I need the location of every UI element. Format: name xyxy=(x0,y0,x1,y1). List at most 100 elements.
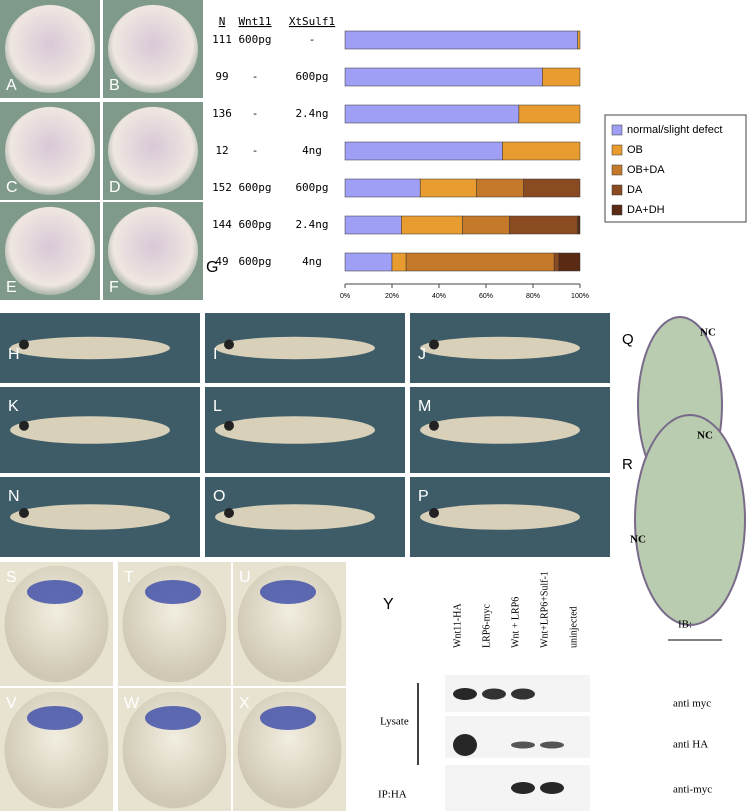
table-cell: 2.4ng xyxy=(295,218,328,231)
tadpole xyxy=(420,416,580,444)
bar-segment xyxy=(344,252,393,272)
band xyxy=(511,741,535,749)
x-tick-label: 40% xyxy=(432,293,446,300)
panel-label: O xyxy=(213,488,225,505)
bar-segment xyxy=(344,104,520,124)
bar-segment xyxy=(509,215,578,235)
embryo xyxy=(5,106,95,196)
legend-label: normal/slight defect xyxy=(627,124,722,136)
panel-label: X xyxy=(239,695,250,712)
bar-segment xyxy=(558,252,581,272)
band xyxy=(511,782,535,794)
table-cell: 4ng xyxy=(302,144,322,157)
bar-segment xyxy=(553,252,560,272)
bar-segment xyxy=(577,215,581,235)
panel-label: P xyxy=(418,488,429,505)
bar-segment xyxy=(577,30,581,50)
panel-label: T xyxy=(124,569,134,586)
panel-label: R xyxy=(622,456,633,473)
stain xyxy=(260,706,316,730)
legend xyxy=(604,114,747,223)
lane-label: LRP6-myc xyxy=(481,604,492,648)
embryo xyxy=(108,4,198,94)
x-tick-label: 100% xyxy=(571,293,589,300)
bar-segment xyxy=(405,252,555,272)
legend-swatch xyxy=(611,124,623,136)
table-cell: 600pg xyxy=(238,218,271,231)
embryo xyxy=(108,206,198,296)
table-cell: 152 xyxy=(212,181,232,194)
table-cell: - xyxy=(252,107,259,120)
panel-label: L xyxy=(213,398,222,415)
bar-segment xyxy=(344,67,543,87)
legend-label: DA+DH xyxy=(627,204,665,216)
band xyxy=(482,688,506,700)
eye xyxy=(19,508,29,518)
group-label: IP:HA xyxy=(378,789,407,801)
lane-label: Wnt11-HA xyxy=(452,603,463,648)
table-cell: 111 xyxy=(212,33,232,46)
band xyxy=(511,688,535,700)
panel-label: Q xyxy=(622,331,634,348)
x-tick-label: 20% xyxy=(385,293,399,300)
tadpole xyxy=(10,416,170,444)
table-cell: 99 xyxy=(215,70,228,83)
table-cell: 600pg xyxy=(238,33,271,46)
table-header: Wnt11 xyxy=(238,15,271,28)
bar-segment xyxy=(344,30,578,50)
panel-label: M xyxy=(418,398,431,415)
stain xyxy=(145,706,201,730)
table-cell: 49 xyxy=(215,255,228,268)
antibody-label: anti HA xyxy=(673,739,708,751)
tadpole xyxy=(10,504,170,530)
panel-label: Y xyxy=(383,596,394,613)
legend-swatch xyxy=(611,204,623,216)
band xyxy=(540,782,564,794)
stain xyxy=(27,580,83,604)
legend-label: DA xyxy=(627,184,643,196)
table-cell: 600pg xyxy=(295,181,328,194)
panel-label: G xyxy=(206,259,218,276)
ib-header: IB: xyxy=(678,619,692,631)
bar-segment xyxy=(344,141,503,161)
bar-segment xyxy=(518,104,581,124)
eye xyxy=(429,420,439,431)
nc-label: NC xyxy=(700,327,716,339)
stain xyxy=(145,580,201,604)
panel-label: I xyxy=(213,346,217,363)
table-cell: 136 xyxy=(212,107,232,120)
panel-label: A xyxy=(6,77,17,94)
legend-label: OB+DA xyxy=(627,164,665,176)
panel-label: W xyxy=(124,695,140,712)
legend-swatch xyxy=(611,164,623,176)
bar-segment xyxy=(401,215,463,235)
table-cell: - xyxy=(309,33,316,46)
table-cell: 144 xyxy=(212,218,232,231)
bar-segment xyxy=(391,252,407,272)
table-cell: 4ng xyxy=(302,255,322,268)
lane-label: Wnt + LRP6 xyxy=(510,597,521,648)
legend-swatch xyxy=(611,184,623,196)
tadpole xyxy=(420,336,580,360)
tadpole xyxy=(10,336,170,360)
section xyxy=(634,414,746,626)
table-header: XtSulf1 xyxy=(289,15,335,28)
panel-label: U xyxy=(239,569,251,586)
legend-label: OB xyxy=(627,144,643,156)
embryo xyxy=(5,4,95,94)
panel-label: K xyxy=(8,398,19,415)
tadpole xyxy=(215,336,375,360)
legend-swatch xyxy=(611,144,623,156)
embryo xyxy=(108,106,198,196)
bar-segment xyxy=(344,178,421,198)
table-header: N xyxy=(219,15,226,28)
eye xyxy=(19,339,29,350)
lane-label: Wnt+LRP6+Sulf-1 xyxy=(539,571,550,648)
bar-segment xyxy=(476,178,524,198)
stain xyxy=(27,706,83,730)
band xyxy=(453,688,477,700)
table-cell: 2.4ng xyxy=(295,107,328,120)
x-tick-label: 0% xyxy=(340,293,350,300)
bar-segment xyxy=(344,215,402,235)
